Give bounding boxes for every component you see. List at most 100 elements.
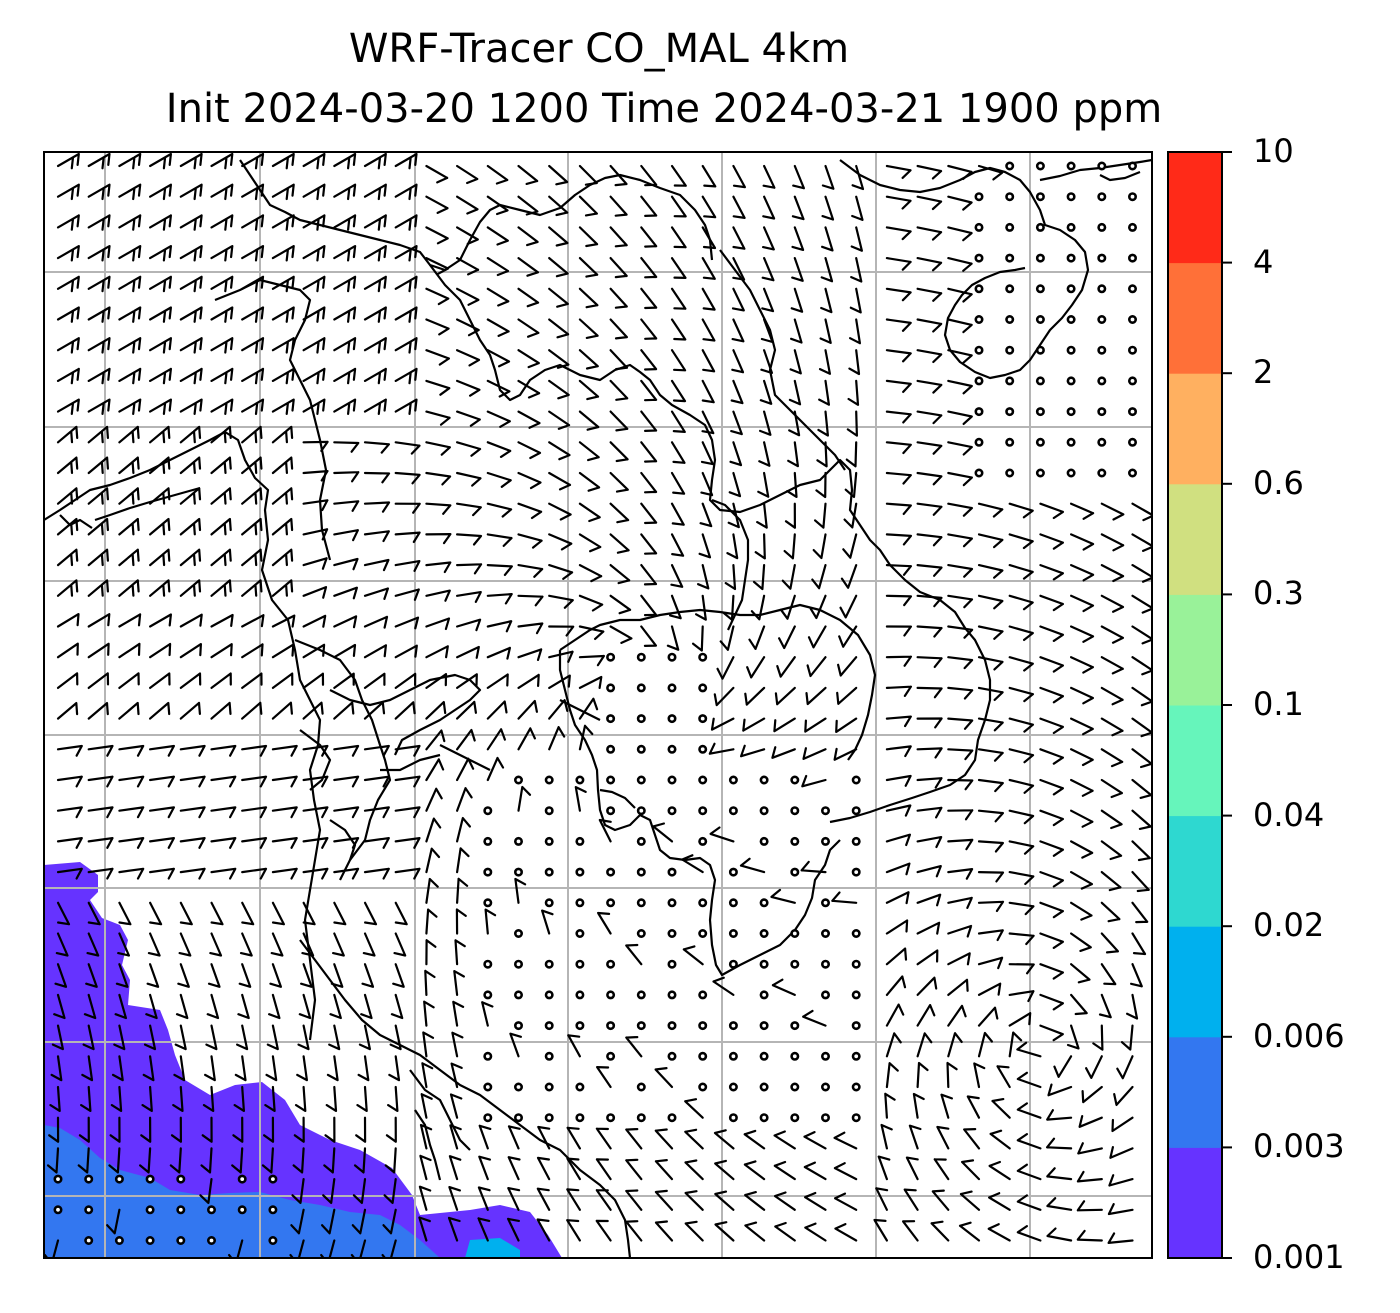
wind-barb xyxy=(425,287,450,306)
wind-barb xyxy=(55,932,69,957)
wind-barb xyxy=(146,963,160,988)
wind-barb xyxy=(423,1000,435,1027)
wind-barb xyxy=(731,349,745,374)
wind-barb xyxy=(179,306,203,323)
wind-barb xyxy=(179,901,193,926)
wind-barb xyxy=(448,1155,462,1181)
wind-barb xyxy=(803,1161,827,1181)
wind-barb xyxy=(762,164,776,189)
wind-barb xyxy=(625,1220,643,1242)
wind-barb xyxy=(977,748,1004,762)
wind-barb xyxy=(517,564,544,578)
wind-barb xyxy=(46,1147,60,1174)
wind-barb xyxy=(179,367,203,385)
wind-barb xyxy=(486,349,511,368)
wind-barb xyxy=(451,1031,464,1058)
wind-barb xyxy=(1039,717,1064,735)
wind-barb xyxy=(424,969,436,996)
wind-barb xyxy=(839,594,858,619)
wind-barb xyxy=(425,758,445,782)
wind-barb xyxy=(536,1156,551,1181)
colorbar-tick-label: 2 xyxy=(1253,353,1274,392)
wind-barb xyxy=(271,672,294,689)
wind-barb xyxy=(548,441,571,461)
wind-barb xyxy=(333,744,360,757)
wind-barb xyxy=(803,1131,827,1150)
wind-barb xyxy=(363,806,390,819)
wind-barb xyxy=(1008,901,1035,916)
wind-barb xyxy=(1039,932,1064,949)
wind-barb xyxy=(759,379,773,405)
wind-barb xyxy=(885,947,908,966)
wind-barb xyxy=(947,1004,967,1027)
wind-barb xyxy=(578,318,599,339)
wind-barb xyxy=(885,1062,899,1089)
calm-marker xyxy=(513,836,523,846)
calm-marker xyxy=(790,959,800,969)
wind-barb xyxy=(842,533,858,559)
wind-barb xyxy=(456,164,479,185)
wind-barb xyxy=(750,594,766,621)
wind-barb xyxy=(179,398,203,415)
calm-marker xyxy=(1005,284,1015,294)
wind-barb xyxy=(49,1085,61,1112)
wind-barb xyxy=(173,1055,186,1082)
wind-barb xyxy=(640,379,658,402)
wind-barb xyxy=(1066,1024,1080,1050)
calm-marker xyxy=(606,867,616,877)
wind-barb xyxy=(241,214,265,231)
wind-barb xyxy=(201,1116,213,1143)
wind-barb xyxy=(289,1239,305,1258)
wind-barb xyxy=(792,164,805,190)
wind-barb xyxy=(988,1160,1011,1181)
wind-barb xyxy=(425,502,452,515)
wind-barb xyxy=(977,929,1004,942)
wind-barb xyxy=(908,1124,922,1150)
wind-barb xyxy=(321,1208,336,1235)
wind-barb xyxy=(517,785,532,812)
wind-barb xyxy=(271,614,296,628)
wind-barb xyxy=(333,586,358,600)
wind-barb xyxy=(425,617,451,631)
wind-barb xyxy=(486,257,510,277)
wind-barb xyxy=(1016,1041,1042,1058)
wind-barb xyxy=(1131,840,1151,862)
wind-barb xyxy=(298,993,312,1020)
wind-barb xyxy=(710,717,735,731)
wind-barb xyxy=(390,993,404,1020)
wind-barb xyxy=(56,867,83,880)
calm-marker xyxy=(1097,376,1107,386)
wind-barb xyxy=(450,1062,463,1089)
wind-barb xyxy=(108,1147,121,1174)
wind-barb xyxy=(333,275,357,293)
wind-barb xyxy=(786,471,798,498)
wind-barb xyxy=(807,625,827,649)
calm-marker xyxy=(820,806,830,816)
wind-barb xyxy=(292,1147,305,1174)
wind-barb xyxy=(1008,871,1035,886)
wind-barb xyxy=(425,729,446,751)
wind-barb xyxy=(56,275,80,293)
wind-barb xyxy=(625,1128,643,1150)
wind-barb xyxy=(947,564,974,578)
calm-marker xyxy=(1097,253,1107,263)
wind-barb xyxy=(916,1004,936,1027)
wind-barb xyxy=(56,183,80,201)
wind-barb xyxy=(425,226,449,245)
wind-barb xyxy=(271,367,295,385)
wind-barb xyxy=(947,1032,963,1058)
wind-barb xyxy=(302,643,326,659)
wind-barb xyxy=(179,183,203,201)
wind-barb xyxy=(172,1085,184,1112)
wind-barb xyxy=(977,502,1004,518)
wind-barb xyxy=(548,625,575,637)
wind-barb xyxy=(1131,871,1150,893)
calm-marker xyxy=(606,1051,616,1061)
wind-barb xyxy=(179,275,203,293)
wind-barb xyxy=(821,164,835,190)
wind-barb xyxy=(848,349,861,376)
calm-marker xyxy=(667,775,677,785)
wind-barb xyxy=(840,564,858,589)
wind-barb xyxy=(714,1190,735,1211)
wind-barb xyxy=(885,862,911,876)
